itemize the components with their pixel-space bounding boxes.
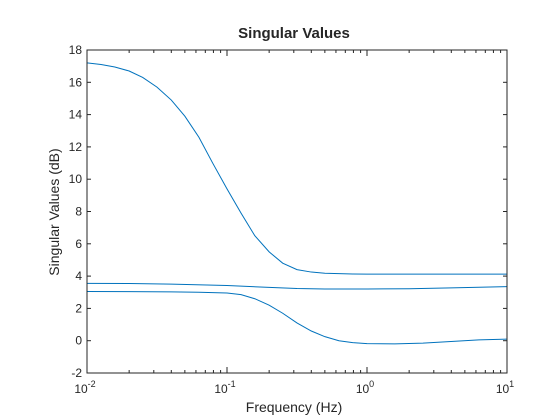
y-tick-label: 0 xyxy=(75,334,82,348)
y-tick-label: 8 xyxy=(75,205,82,219)
y-tick-label: -2 xyxy=(71,366,82,380)
series-line-2 xyxy=(86,282,508,290)
x-axis: 10-2 10-1 100 101 xyxy=(74,50,514,396)
x-tick-label: 100 xyxy=(356,379,374,396)
y-tick-label: 6 xyxy=(75,237,82,251)
y-tick-label: 10 xyxy=(69,172,83,186)
series-line-3 xyxy=(86,290,508,345)
y-axis: -2 0 2 4 6 8 10 12 14 16 18 xyxy=(69,43,507,380)
plot-area xyxy=(86,62,508,345)
y-axis-label: Singular Values (dB) xyxy=(46,148,62,275)
y-tick-label: 4 xyxy=(75,269,82,283)
y-tick-label: 12 xyxy=(69,140,83,154)
y-tick-label: 14 xyxy=(69,108,83,122)
x-tick-exponent: -1 xyxy=(228,379,236,389)
y-tick-label: 18 xyxy=(69,43,83,57)
x-axis-label: Frequency (Hz) xyxy=(246,399,342,415)
y-tick-label: 16 xyxy=(69,75,83,89)
chart-title: Singular Values xyxy=(238,25,350,42)
x-tick-label: 101 xyxy=(496,379,514,396)
series-line-1 xyxy=(86,62,507,275)
y-tick-label: 2 xyxy=(75,301,82,315)
x-tick-exponent: 1 xyxy=(509,379,514,389)
axes-frame xyxy=(86,49,508,374)
x-tick-exponent: -2 xyxy=(88,379,96,389)
x-tick-exponent: 0 xyxy=(369,379,374,389)
x-tick-label: 10-1 xyxy=(214,379,235,396)
x-tick-label: 10-2 xyxy=(74,379,95,396)
